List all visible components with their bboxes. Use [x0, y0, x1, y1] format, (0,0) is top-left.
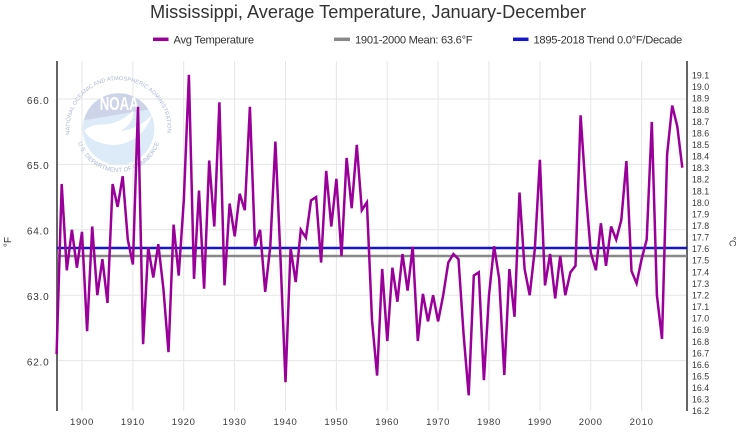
svg-text:18.2: 18.2: [692, 175, 709, 185]
svg-text:1930: 1930: [223, 417, 247, 428]
svg-text:NOAA: NOAA: [100, 93, 139, 114]
svg-text:18.7: 18.7: [692, 117, 709, 127]
svg-text:18.8: 18.8: [692, 105, 709, 115]
svg-text:1920: 1920: [172, 417, 196, 428]
svg-text:1960: 1960: [375, 417, 399, 428]
svg-text:17.2: 17.2: [692, 291, 709, 301]
svg-text:17.4: 17.4: [692, 267, 709, 277]
svg-text:19.1: 19.1: [692, 71, 709, 81]
svg-text:17.8: 17.8: [692, 221, 709, 231]
svg-text:2010: 2010: [630, 417, 654, 428]
svg-text:18.0: 18.0: [692, 198, 709, 208]
svg-text:1970: 1970: [426, 417, 450, 428]
svg-text:17.7: 17.7: [692, 233, 709, 243]
svg-text:16.3: 16.3: [692, 395, 709, 405]
svg-text:2000: 2000: [579, 417, 603, 428]
svg-text:19.0: 19.0: [692, 82, 709, 92]
svg-text:16.5: 16.5: [692, 372, 709, 382]
svg-text:17.5: 17.5: [692, 256, 709, 266]
svg-text:16.4: 16.4: [692, 383, 709, 393]
svg-text:18.5: 18.5: [692, 140, 709, 150]
svg-text:Avg Temperature: Avg Temperature: [174, 35, 254, 47]
svg-text:18.6: 18.6: [692, 128, 709, 138]
svg-text:°C: °C: [728, 236, 738, 247]
svg-text:1940: 1940: [274, 417, 298, 428]
svg-text:66.0: 66.0: [27, 96, 50, 107]
svg-text:18.1: 18.1: [692, 186, 709, 196]
svg-text:62.0: 62.0: [27, 357, 50, 368]
svg-text:63.0: 63.0: [27, 292, 50, 303]
svg-text:16.2: 16.2: [692, 406, 709, 416]
svg-text:17.9: 17.9: [692, 209, 709, 219]
svg-text:65.0: 65.0: [27, 161, 50, 172]
svg-text:17.0: 17.0: [692, 314, 709, 324]
svg-text:16.7: 16.7: [692, 348, 709, 358]
svg-text:16.8: 16.8: [692, 337, 709, 347]
svg-text:17.6: 17.6: [692, 244, 709, 254]
svg-text:64.0: 64.0: [27, 227, 50, 238]
svg-text:1900: 1900: [70, 417, 94, 428]
svg-text:18.4: 18.4: [692, 152, 709, 162]
svg-text:1990: 1990: [528, 417, 552, 428]
svg-text:1950: 1950: [324, 417, 348, 428]
svg-text:1910: 1910: [121, 417, 145, 428]
svg-text:17.3: 17.3: [692, 279, 709, 289]
svg-text:1895-2018 Trend 0.0°F/Decade: 1895-2018 Trend 0.0°F/Decade: [534, 35, 683, 47]
svg-text:18.9: 18.9: [692, 94, 709, 104]
svg-text:17.1: 17.1: [692, 302, 709, 312]
svg-text:18.3: 18.3: [692, 163, 709, 173]
svg-text:1901-2000 Mean: 63.6°F: 1901-2000 Mean: 63.6°F: [355, 35, 473, 47]
svg-text:°F: °F: [3, 237, 14, 247]
svg-text:16.6: 16.6: [692, 360, 709, 370]
svg-text:Mississippi, Average Temperatu: Mississippi, Average Temperature, Januar…: [150, 2, 586, 22]
svg-text:16.9: 16.9: [692, 325, 709, 335]
svg-text:1980: 1980: [477, 417, 501, 428]
